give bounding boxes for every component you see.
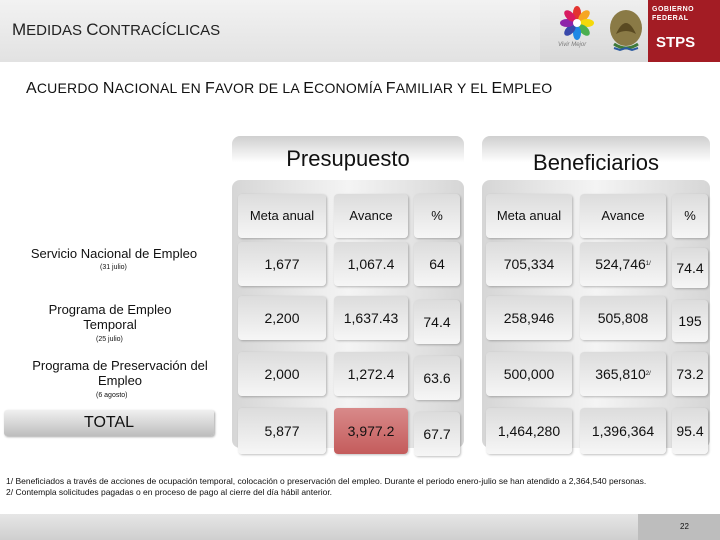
cell-sne-b-avance: 524,746 1/ <box>580 242 666 286</box>
page-title: MEDIDAS CONTRACÍCLICAS <box>12 20 221 39</box>
header-pct-presupuesto: % <box>414 194 460 238</box>
header-meta-presupuesto: Meta anual <box>238 194 326 238</box>
footnote-1: 1/ Beneficiados a través de acciones de … <box>6 476 647 486</box>
header-meta-beneficiarios: Meta anual <box>486 194 572 238</box>
header-avance-presupuesto: Avance <box>334 194 408 238</box>
header-pct-beneficiarios: % <box>672 194 708 238</box>
header-bar <box>0 0 540 62</box>
cell-pet-p-pct: 74.4 <box>414 300 460 344</box>
row-label-sne: Servicio Nacional de Empleo <box>30 246 198 261</box>
cell-total-p-avance: 3,977.2 <box>334 408 408 454</box>
cell-sne-p-avance: 1,067.4 <box>334 242 408 286</box>
row-label-ppe: Programa de Preservación del Empleo <box>32 358 208 388</box>
cell-ppe-b-avance: 365,810 2/ <box>580 352 666 396</box>
cell-ppe-p-pct: 63.6 <box>414 356 460 400</box>
cell-total-b-avance: 1,396,364 <box>580 408 666 454</box>
cell-pet-b-meta: 258,946 <box>486 296 572 340</box>
row-note-ppe: (6 agosto) <box>96 392 128 399</box>
cell-ppe-p-avance: 1,272.4 <box>334 352 408 396</box>
row-note-pet: (25 julio) <box>96 336 123 343</box>
cell-ppe-p-meta: 2,000 <box>238 352 326 396</box>
beneficiarios-title: Beneficiarios <box>533 150 659 175</box>
gov-line-2: FEDERAL <box>652 15 689 22</box>
vivir-mejor-logo-icon <box>560 6 594 40</box>
footer-bar <box>0 514 720 540</box>
cell-ppe-b-meta: 500,000 <box>486 352 572 396</box>
beneficiarios-header-panel <box>482 136 710 180</box>
cell-sne-b-meta: 705,334 <box>486 242 572 286</box>
cell-sne-b-pct: 74.4 <box>672 248 708 288</box>
national-seal-icon <box>610 10 642 52</box>
footnote-2: 2/ Contempla solicitudes pagadas o en pr… <box>6 487 333 497</box>
cell-sne-p-pct: 64 <box>414 242 460 286</box>
page-number: 22 <box>680 522 689 531</box>
subtitle: ACUERDO NACIONAL EN FAVOR DE LA ECONOMÍA… <box>26 80 553 97</box>
presupuesto-title: Presupuesto <box>286 146 410 171</box>
cell-ppe-b-pct: 73.2 <box>672 352 708 396</box>
cell-pet-b-pct: 195 <box>672 300 708 342</box>
cell-total-p-meta: 5,877 <box>238 408 326 454</box>
row-note-sne: (31 julio) <box>100 264 127 271</box>
presupuesto-header-panel <box>232 136 464 180</box>
gov-line-1: GOBIERNO <box>652 6 695 13</box>
cell-total-p-pct: 67.7 <box>414 412 460 456</box>
footnotes: 1/ Beneficiados a través de acciones de … <box>6 476 716 498</box>
row-label-total: TOTAL <box>4 410 214 436</box>
row-label-pet: Programa de Empleo Temporal <box>48 302 172 332</box>
footer-page-box <box>638 514 720 540</box>
cell-pet-p-meta: 2,200 <box>238 296 326 340</box>
cell-pet-b-avance: 505,808 <box>580 296 666 340</box>
cell-total-b-meta: 1,464,280 <box>486 408 572 454</box>
header-avance-beneficiarios: Avance <box>580 194 666 238</box>
logo-caption: Vivir Mejor <box>558 42 587 48</box>
cell-total-b-pct: 95.4 <box>672 408 708 454</box>
cell-pet-p-avance: 1,637.43 <box>334 296 408 340</box>
agency-name: STPS <box>656 34 696 51</box>
cell-sne-p-meta: 1,677 <box>238 242 326 286</box>
agency-banner <box>648 0 720 62</box>
